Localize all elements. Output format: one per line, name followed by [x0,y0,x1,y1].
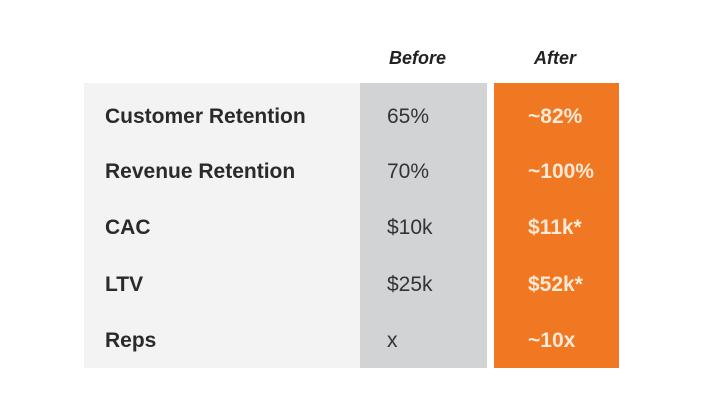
row-label: LTV [105,273,144,296]
after-value: $11k* [528,216,582,239]
column-header-after: After [534,48,577,68]
before-value: 65% [387,105,430,128]
before-value: $10k [387,216,433,239]
table-row: LTV $25k $52k* [0,270,702,300]
after-value: ~82% [528,105,583,128]
table-row: Revenue Retention 70% ~100% [0,157,702,187]
column-header-before: Before [389,48,447,68]
table-row: CAC $10k $11k* [0,213,702,243]
before-column-background [360,83,487,368]
table-row: Reps x ~10x [0,326,702,356]
before-value: 70% [387,160,430,183]
after-value: $52k* [528,273,583,296]
row-label: Customer Retention [105,105,306,128]
table-row: Customer Retention 65% ~82% [0,102,702,132]
row-label: CAC [105,216,151,239]
before-value: x [387,329,398,352]
after-value: ~100% [528,160,594,183]
row-label: Reps [105,329,157,352]
before-value: $25k [387,273,433,296]
row-label: Revenue Retention [105,160,296,183]
after-column-background [494,83,619,368]
after-value: ~10x [528,329,576,352]
